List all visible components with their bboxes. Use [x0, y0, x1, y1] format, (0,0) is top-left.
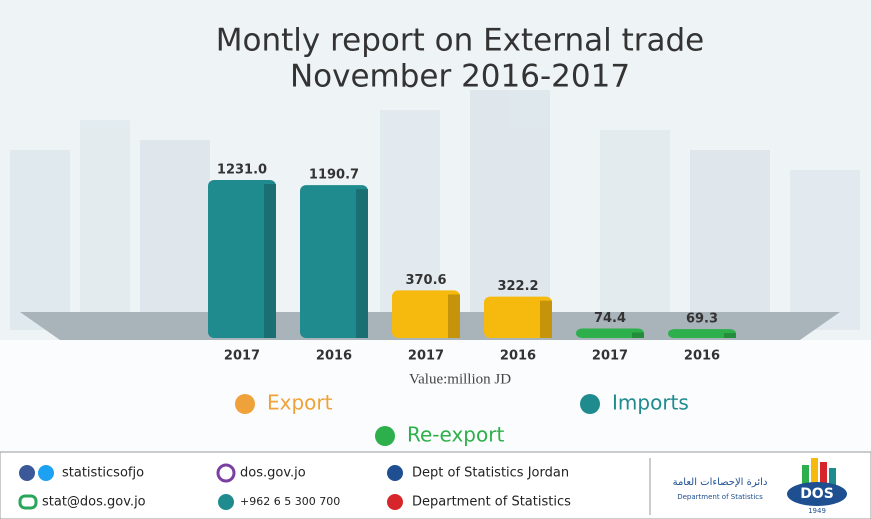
x-tick-label: 2017 [592, 349, 628, 364]
footer-text[interactable]: dos.gov.jo [240, 466, 306, 481]
legend-label: Export [267, 391, 333, 415]
logo-year: 1949 [808, 507, 826, 515]
legend-label: Imports [612, 391, 689, 415]
bar-side [264, 184, 276, 338]
bar-side [632, 332, 644, 338]
subtitle: Value:million JD [409, 371, 511, 387]
x-tick-label: 2017 [224, 349, 260, 364]
bar-side [724, 333, 736, 338]
x-tick-label: 2016 [684, 349, 720, 364]
logo-abbr: DOS [800, 486, 834, 502]
x-tick-label: 2016 [500, 349, 536, 364]
footer-text[interactable]: stat@dos.gov.jo [42, 495, 146, 510]
legend-label: Re-export [407, 423, 504, 447]
infographic: Montly report on External trade November… [0, 0, 871, 519]
logo-english: Department of Statistics [677, 493, 763, 501]
value-label: 69.3 [686, 312, 718, 327]
page: Montly report on External trade November… [0, 0, 871, 519]
value-label: 370.6 [405, 273, 446, 288]
legend-icon [235, 394, 255, 414]
bar-side [540, 301, 552, 338]
value-label: 322.2 [497, 279, 538, 294]
legend-icon [375, 426, 395, 446]
footer-text[interactable]: +962 6 5 300 700 [240, 495, 340, 508]
title-line: Montly report on External trade [216, 23, 704, 59]
logo-arabic: دائرة الإحصاءات العامة [673, 477, 768, 488]
x-tick-label: 2016 [316, 349, 352, 364]
title-line: November 2016-2017 [290, 59, 630, 95]
value-label: 1190.7 [309, 168, 359, 183]
value-label: 1231.0 [217, 163, 267, 178]
bar-side [356, 189, 368, 338]
footer-text[interactable]: Dept of Statistics Jordan [412, 466, 569, 481]
value-label: 74.4 [594, 311, 626, 326]
bar-side [448, 294, 460, 338]
footer-text[interactable]: statisticsofjo [62, 466, 144, 481]
footer-text[interactable]: Department of Statistics [412, 495, 571, 510]
legend-icon [580, 394, 600, 414]
x-tick-label: 2017 [408, 349, 444, 364]
